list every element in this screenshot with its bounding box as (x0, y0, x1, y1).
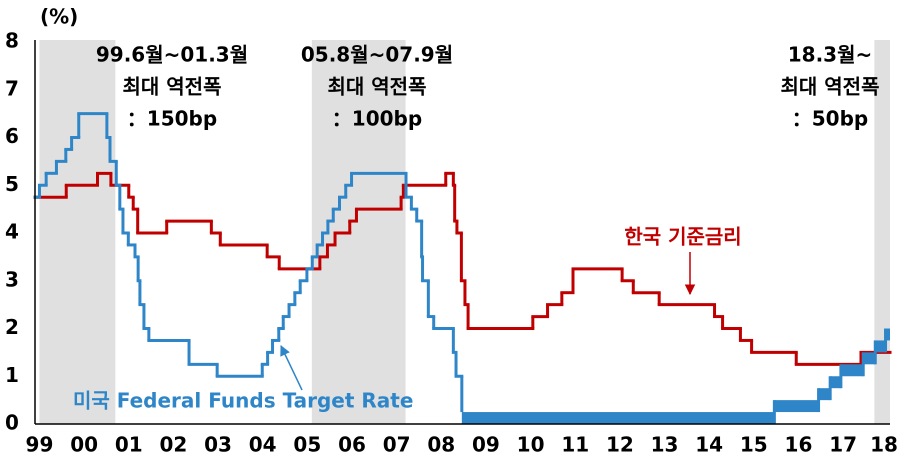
rate-band (875, 340, 886, 353)
rate-band (885, 328, 890, 341)
x-tick-label: 12 (606, 433, 634, 457)
x-tick-label: 06 (338, 433, 366, 457)
x-tick-label: 03 (204, 433, 232, 457)
series-label: 미국 Federal Funds Target Rate (73, 389, 413, 413)
annotation: ：150bp (127, 107, 217, 131)
y-tick-label: 5 (5, 172, 19, 196)
x-tick-label: 04 (249, 433, 277, 457)
annotation: 05.8월~07.9월 (301, 43, 453, 67)
y-tick-label: 4 (5, 220, 19, 244)
x-tick-label: 15 (740, 433, 768, 457)
y-tick-label: 8 (5, 29, 19, 53)
annotation: 최대 역전폭 (123, 75, 222, 99)
annotation: 최대 역전폭 (328, 75, 427, 99)
y-tick-label: 3 (5, 267, 19, 291)
rate-band (774, 400, 819, 413)
y-tick-label: 6 (5, 124, 19, 148)
x-tick-label: 13 (651, 433, 679, 457)
x-tick-label: 09 (472, 433, 500, 457)
data-layer (33, 112, 892, 424)
x-tick-label: 14 (695, 433, 723, 457)
rate-band (840, 364, 864, 377)
annotation: ：50bp (792, 107, 868, 131)
x-tick-label: 11 (561, 433, 589, 457)
x-tick-label: 16 (785, 433, 813, 457)
annotation: ：100bp (332, 107, 422, 131)
x-tick-label: 00 (70, 433, 98, 457)
rate-band (863, 352, 876, 365)
annotation: 최대 역전폭 (781, 75, 880, 99)
x-tick-label: 99 (26, 433, 54, 457)
rate-band (461, 412, 775, 424)
y-tick-label: 1 (5, 363, 19, 387)
arrow (280, 345, 303, 391)
annotation: 18.3월~ (788, 43, 873, 67)
x-tick-label: 10 (517, 433, 545, 457)
y-unit-label: (%) (40, 5, 78, 29)
rate-band (818, 388, 831, 401)
y-tick-label: 7 (5, 76, 19, 100)
y-tick-label: 2 (5, 315, 19, 339)
x-tick-label: 02 (159, 433, 187, 457)
shaded-period (39, 40, 116, 424)
x-tick-label: 05 (293, 433, 321, 457)
annotation: 99.6월~01.3월 (96, 43, 248, 67)
x-tick-label: 01 (115, 433, 143, 457)
x-tick-label: 18 (870, 433, 898, 457)
shaded-period (874, 40, 890, 424)
x-tick-label: 17 (829, 433, 857, 457)
x-tick-label: 08 (427, 433, 455, 457)
series-label: 한국 기준금리 (624, 225, 741, 249)
shade-layer (39, 40, 890, 424)
y-tick-label: 0 (5, 411, 19, 435)
x-tick-label: 07 (383, 433, 411, 457)
rate-band (830, 376, 841, 389)
